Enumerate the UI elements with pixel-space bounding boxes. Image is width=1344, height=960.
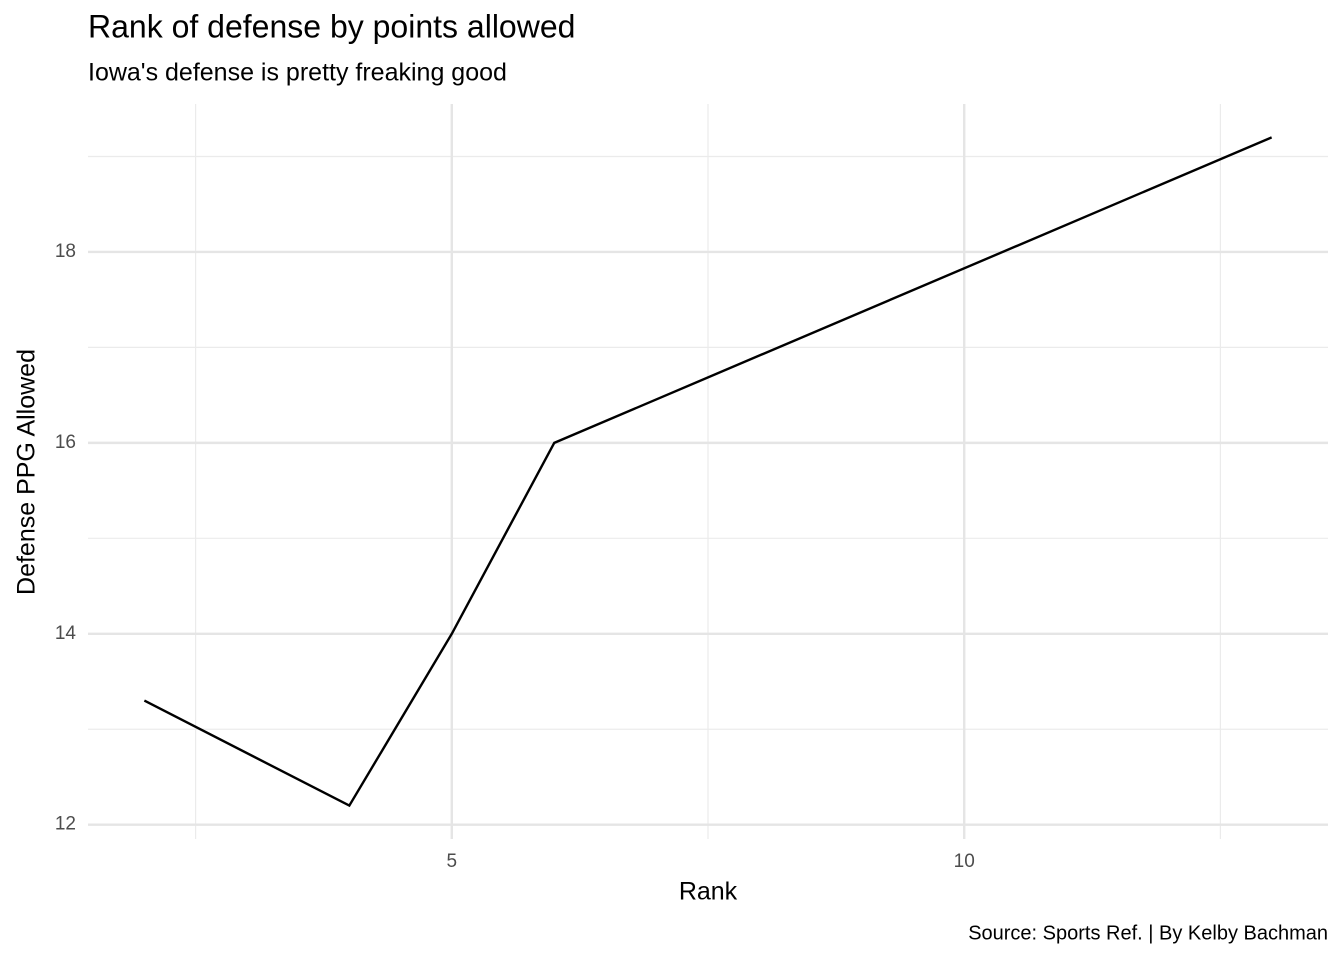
y-tick-label: 16 xyxy=(55,432,76,453)
caption: Source: Sports Ref. | By Kelby Bachman xyxy=(968,922,1328,944)
y-tick-label: 18 xyxy=(55,241,76,262)
y-tick-label: 12 xyxy=(55,814,76,835)
y-tick-label: 14 xyxy=(55,623,77,644)
line xyxy=(143,136,1273,808)
y-axis-label: Defense PPG Allowed xyxy=(13,349,41,595)
x-tick-label: 5 xyxy=(447,851,458,872)
x-axis-label: Rank xyxy=(679,878,738,906)
x-tick-label: 10 xyxy=(954,851,975,872)
chart-title: Rank of defense by points allowed xyxy=(88,8,575,44)
chart-subtitle: Iowa's defense is pretty freaking good xyxy=(88,59,507,87)
